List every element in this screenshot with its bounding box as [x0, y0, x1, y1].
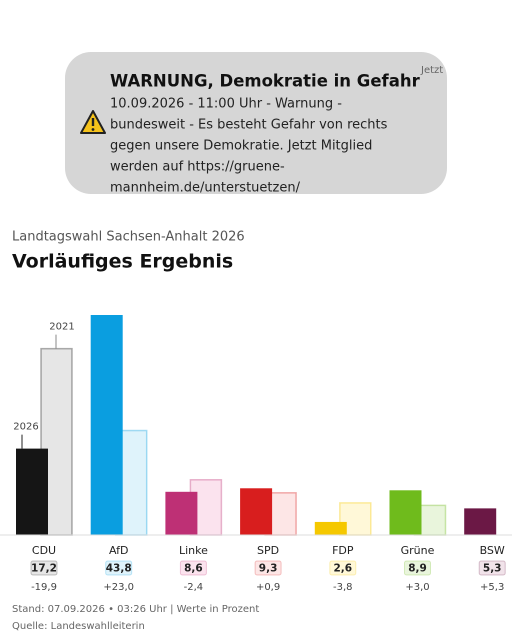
notification-body-line: werden auf https://gruene-: [110, 160, 285, 175]
bar-current: [314, 521, 347, 535]
category-label: Grüne: [401, 544, 435, 557]
value-badge: [105, 560, 133, 576]
change-label: +0,9: [256, 582, 280, 593]
warning-icon: [80, 110, 106, 134]
category-label: CDU: [32, 544, 56, 557]
change-label: +5,3: [480, 582, 504, 593]
value-label: 17,2: [31, 563, 57, 575]
change-label: +23,0: [103, 582, 134, 593]
notification-body-line: gegen unsere Demokratie. Jetzt Mitglied: [110, 139, 372, 154]
value-label: 2,6: [333, 563, 352, 575]
bar-current: [165, 491, 198, 535]
notification-time: Jetzt: [420, 65, 443, 76]
footer-note: Stand: 07.09.2026 • 03:26 Uhr | Werte in…: [12, 604, 259, 615]
bar-current: [464, 508, 497, 535]
value-badge: [404, 560, 431, 576]
value-badge: [329, 560, 357, 576]
value-badge: [478, 560, 506, 576]
value-label: 43,8: [106, 563, 132, 575]
category-label: BSW: [480, 544, 505, 557]
category-label: Linke: [179, 544, 208, 557]
value-badge: [30, 560, 58, 576]
footer-source: Quelle: Landeswahlleiterin: [12, 621, 145, 632]
category-label: FDP: [332, 544, 354, 557]
notification-body-line: bundesweit - Es besteht Gefahr von recht…: [110, 118, 388, 133]
value-label: 8,9: [408, 563, 427, 575]
notification-title: WARNUNG, Demokratie in Gefahr: [110, 72, 421, 91]
bar-current: [90, 315, 123, 535]
value-label: 8,6: [184, 563, 203, 575]
series-name: 2026: [13, 422, 38, 433]
change-label: -19,9: [31, 582, 57, 593]
category-label: AfD: [109, 544, 128, 557]
change-label: +3,0: [405, 582, 429, 593]
change-label: -3,8: [333, 582, 353, 593]
bar-current: [240, 488, 273, 535]
value-label: 5,3: [483, 563, 502, 575]
notification-body-line: 10.09.2026 - 11:00 Uhr - Warnung -: [110, 97, 342, 112]
value-label: 9,3: [259, 563, 278, 575]
value-badge: [179, 560, 207, 576]
category-label: SPD: [257, 544, 279, 557]
bar-current: [389, 490, 422, 535]
series-name: 2021: [49, 322, 74, 333]
chart-title: Vorläufiges Ergebnis: [12, 251, 233, 273]
chart-subtitle: Landtagswahl Sachsen-Anhalt 2026: [12, 230, 245, 245]
notification-card[interactable]: [65, 52, 447, 194]
notification-body-line: mannheim.de/unterstuetzen/: [110, 181, 301, 196]
change-label: -2,4: [184, 582, 204, 593]
value-badge: [254, 560, 282, 576]
bar-current: [16, 448, 48, 535]
